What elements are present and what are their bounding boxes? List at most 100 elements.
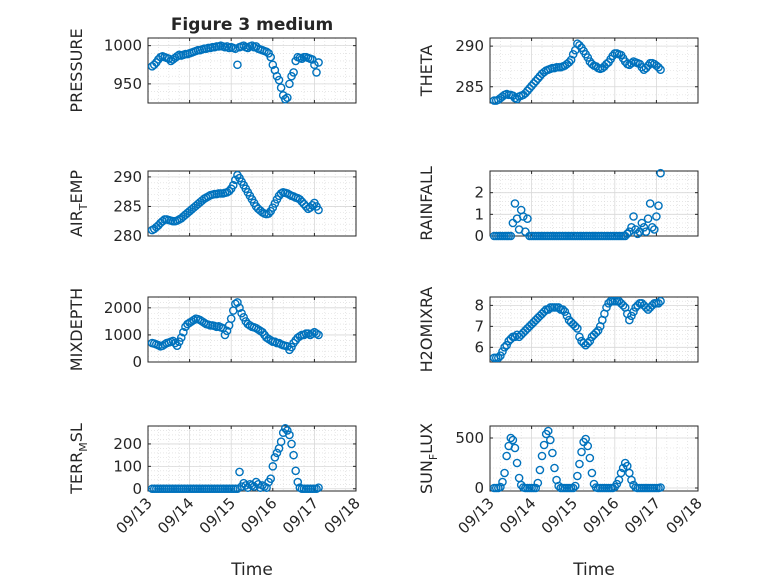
rainfall-minor-grid [490, 171, 698, 236]
air-temp-point [308, 200, 317, 210]
terr-msl-axis-box [147, 425, 357, 492]
h2omixra-point [602, 303, 611, 312]
theta-point [575, 41, 584, 50]
pressure-y-axis-label: PRESSURE [67, 28, 86, 112]
theta-series [489, 39, 665, 105]
theta-point [583, 53, 593, 62]
h2omixra-point [558, 305, 568, 314]
mixdepth-point [312, 329, 321, 338]
rainfall-point [656, 168, 665, 178]
sun-flux-point [498, 477, 507, 487]
pressure-y-tick-label: 1000 [104, 37, 142, 55]
rainfall-y-tick-label: 0 [474, 227, 484, 245]
mixdepth-point [314, 330, 323, 340]
pressure-point [310, 60, 319, 70]
sun-flux-series [489, 426, 665, 493]
theta-point [641, 63, 651, 73]
h2omixra-point [583, 338, 593, 348]
h2omixra-point [575, 332, 584, 342]
terr-msl-point [233, 484, 242, 494]
air-temp-y-axis-label: AIRTEMP [67, 170, 90, 237]
pressure-point [149, 60, 159, 70]
theta-point [529, 79, 538, 88]
terr-msl-point [241, 481, 251, 490]
rainfall-point [523, 214, 532, 223]
h2omixra-point [570, 322, 580, 331]
h2omixra-point [654, 298, 663, 308]
air-temp-y-tick-label: 280 [113, 227, 142, 245]
mixdepth-y-tick-label: 0 [132, 353, 142, 371]
mixdepth-point [174, 337, 184, 346]
sun-flux-y-tick-label: 0 [474, 479, 484, 497]
terr-msl-point [291, 466, 300, 476]
air-temp-point [270, 199, 280, 208]
theta-point [523, 86, 532, 96]
rainfall-point [654, 201, 663, 210]
mixdepth-point [222, 326, 232, 336]
rainfall-point [652, 212, 661, 221]
sun-flux-point [506, 433, 516, 443]
rainfall-point [637, 218, 647, 228]
terr-msl-point [285, 430, 294, 440]
air-temp-point [268, 203, 278, 212]
rainfall-point [639, 223, 649, 232]
rainfall-y-tick-label: 1 [474, 205, 484, 223]
terr-msl-point [272, 448, 282, 458]
mixdepth-point [303, 329, 313, 338]
terr-msl-point [276, 437, 286, 446]
pressure-point [266, 52, 276, 62]
theta-point [527, 81, 536, 91]
pressure-y-tick-label: 950 [113, 75, 142, 93]
sun-flux-point [537, 451, 547, 461]
terr-msl-y-tick-label: 200 [113, 435, 142, 453]
h2omixra-y-axis-label: H2OMIXRA [417, 287, 436, 373]
sun-flux-point [585, 453, 595, 463]
sun-flux-point [587, 468, 597, 478]
terr-msl-point [287, 439, 296, 449]
theta-point [654, 62, 663, 72]
pressure-point [297, 54, 307, 63]
terr-msl-point [262, 483, 271, 492]
subplot-theta: 285 290 THETA [417, 37, 699, 105]
h2omixra-y-tick-label: 8 [474, 296, 484, 314]
rainfall-point [641, 227, 651, 236]
rainfall-point [622, 229, 632, 239]
rainfall-point [506, 231, 516, 241]
rainfall-point [647, 223, 657, 232]
air-temp-axis-box [147, 170, 357, 237]
pressure-series [147, 41, 323, 104]
mixdepth-point [235, 303, 244, 313]
mixdepth-y-axis-label: MIXDEPTH [67, 288, 86, 371]
sun-flux-point [539, 440, 549, 450]
sun-flux-y-tick-label: 500 [455, 429, 484, 447]
theta-point [587, 59, 597, 69]
h2omixra-point [573, 324, 582, 333]
x-axis-label-right: Time [572, 560, 615, 580]
sun-flux-point [550, 463, 559, 473]
mixdepth-point [239, 313, 248, 322]
theta-point [566, 55, 576, 65]
theta-point [568, 49, 578, 59]
theta-point [564, 58, 574, 67]
air-temp-point [295, 195, 305, 204]
sun-flux-point [535, 465, 545, 475]
theta-point [627, 58, 636, 68]
mixdepth-point [287, 342, 296, 352]
pressure-point [243, 43, 253, 53]
air-temp-minor-grid [148, 171, 356, 236]
sun-flux-point [570, 481, 580, 491]
mixdepth-y-tick-label: 2000 [104, 299, 142, 317]
sun-flux-point [508, 435, 518, 445]
sun-flux-point [548, 448, 557, 458]
terr-msl-y-axis-label: TERRMSL [67, 423, 90, 495]
sun-flux-point [546, 435, 555, 445]
h2omixra-series [489, 296, 665, 363]
sun-flux-point [496, 482, 505, 492]
terr-msl-point [268, 462, 278, 471]
theta-y-axis-label: THETA [417, 45, 436, 97]
air-temp-point [228, 180, 238, 190]
h2omixra-point [585, 336, 595, 346]
pressure-axis-box [147, 37, 357, 104]
pressure-point [274, 75, 284, 85]
subplot-air-temp: 280 285 290 AIRTEMP [67, 168, 357, 245]
